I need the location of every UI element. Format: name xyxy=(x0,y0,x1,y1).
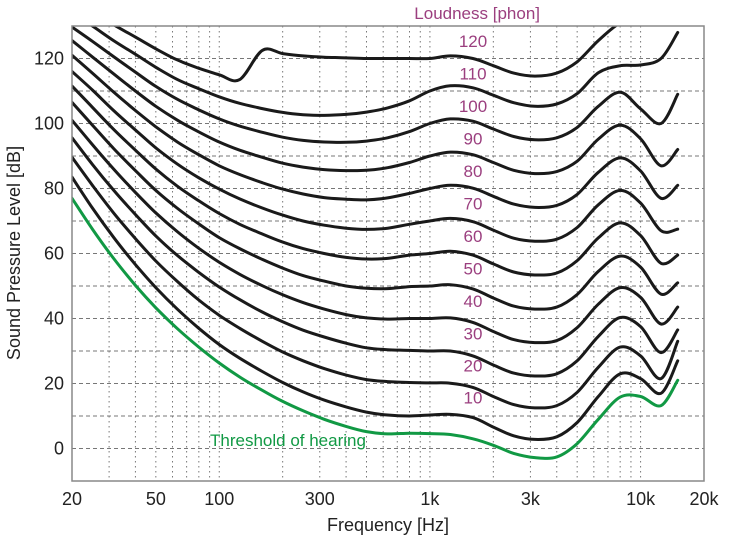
phon-label-10: 10 xyxy=(464,389,483,408)
phon-label-70: 70 xyxy=(464,195,483,214)
loudness-contour-100-phon xyxy=(72,26,680,144)
threshold-of-hearing-curve xyxy=(72,196,680,460)
x-tick-label: 100 xyxy=(204,489,234,509)
x-tick-label: 20 xyxy=(62,489,82,509)
loudness-contour-70-phon xyxy=(72,70,680,243)
threshold-of-hearing-label: Threshold of hearing xyxy=(210,431,366,450)
loudness-contour-60-phon xyxy=(72,84,680,277)
y-tick-label: 0 xyxy=(54,439,64,459)
curves xyxy=(72,26,680,460)
y-axis-ticks: 0 20 40 60 80 100 120 xyxy=(34,49,64,459)
phon-label-30: 30 xyxy=(464,325,483,344)
loudness-contour-50-phon xyxy=(72,100,680,311)
x-tick-label: 1k xyxy=(420,489,440,509)
y-axis-label: Sound Pressure Level [dB] xyxy=(4,146,24,360)
loudness-contour-90-phon xyxy=(72,39,680,176)
x-axis-ticks: 20 50 100 300 1k 3k 10k 20k xyxy=(62,489,720,509)
y-tick-label: 120 xyxy=(34,49,64,69)
y-tick-label: 40 xyxy=(44,309,64,329)
y-tick-label: 80 xyxy=(44,179,64,199)
loudness-contour-120-phon xyxy=(112,26,618,83)
phon-label-120: 120 xyxy=(459,32,487,51)
phon-label-20: 20 xyxy=(464,356,483,375)
loudness-contour-20-phon xyxy=(72,155,680,410)
phon-label-110: 110 xyxy=(459,65,486,84)
phon-label-40: 40 xyxy=(464,292,483,311)
loudness-contour-110-phon xyxy=(89,26,680,117)
loudness-legend-title: Loudness [phon] xyxy=(414,4,540,23)
loudness-contour-80-phon xyxy=(72,53,680,209)
loudness-contour-10-phon xyxy=(72,175,680,441)
curve-labels: 10 20 30 40 50 60 70 80 90 100 110 120 xyxy=(459,32,487,408)
x-tick-label: 50 xyxy=(146,489,166,509)
x-tick-label: 3k xyxy=(521,489,541,509)
x-axis-label: Frequency [Hz] xyxy=(327,515,449,535)
phon-label-60: 60 xyxy=(464,227,483,246)
x-tick-label: 20k xyxy=(689,489,719,509)
y-tick-label: 20 xyxy=(44,374,64,394)
phon-label-90: 90 xyxy=(464,130,483,149)
phon-label-50: 50 xyxy=(464,260,483,279)
phon-label-80: 80 xyxy=(464,162,483,181)
loudness-contour-40-phon xyxy=(72,118,680,345)
x-tick-label: 10k xyxy=(626,489,656,509)
phon-label-100: 100 xyxy=(459,97,487,116)
x-tick-label: 300 xyxy=(305,489,335,509)
loudness-contour-30-phon xyxy=(72,136,680,378)
y-tick-label: 100 xyxy=(34,114,64,134)
y-tick-label: 60 xyxy=(44,244,64,264)
plot-frame xyxy=(71,25,705,482)
